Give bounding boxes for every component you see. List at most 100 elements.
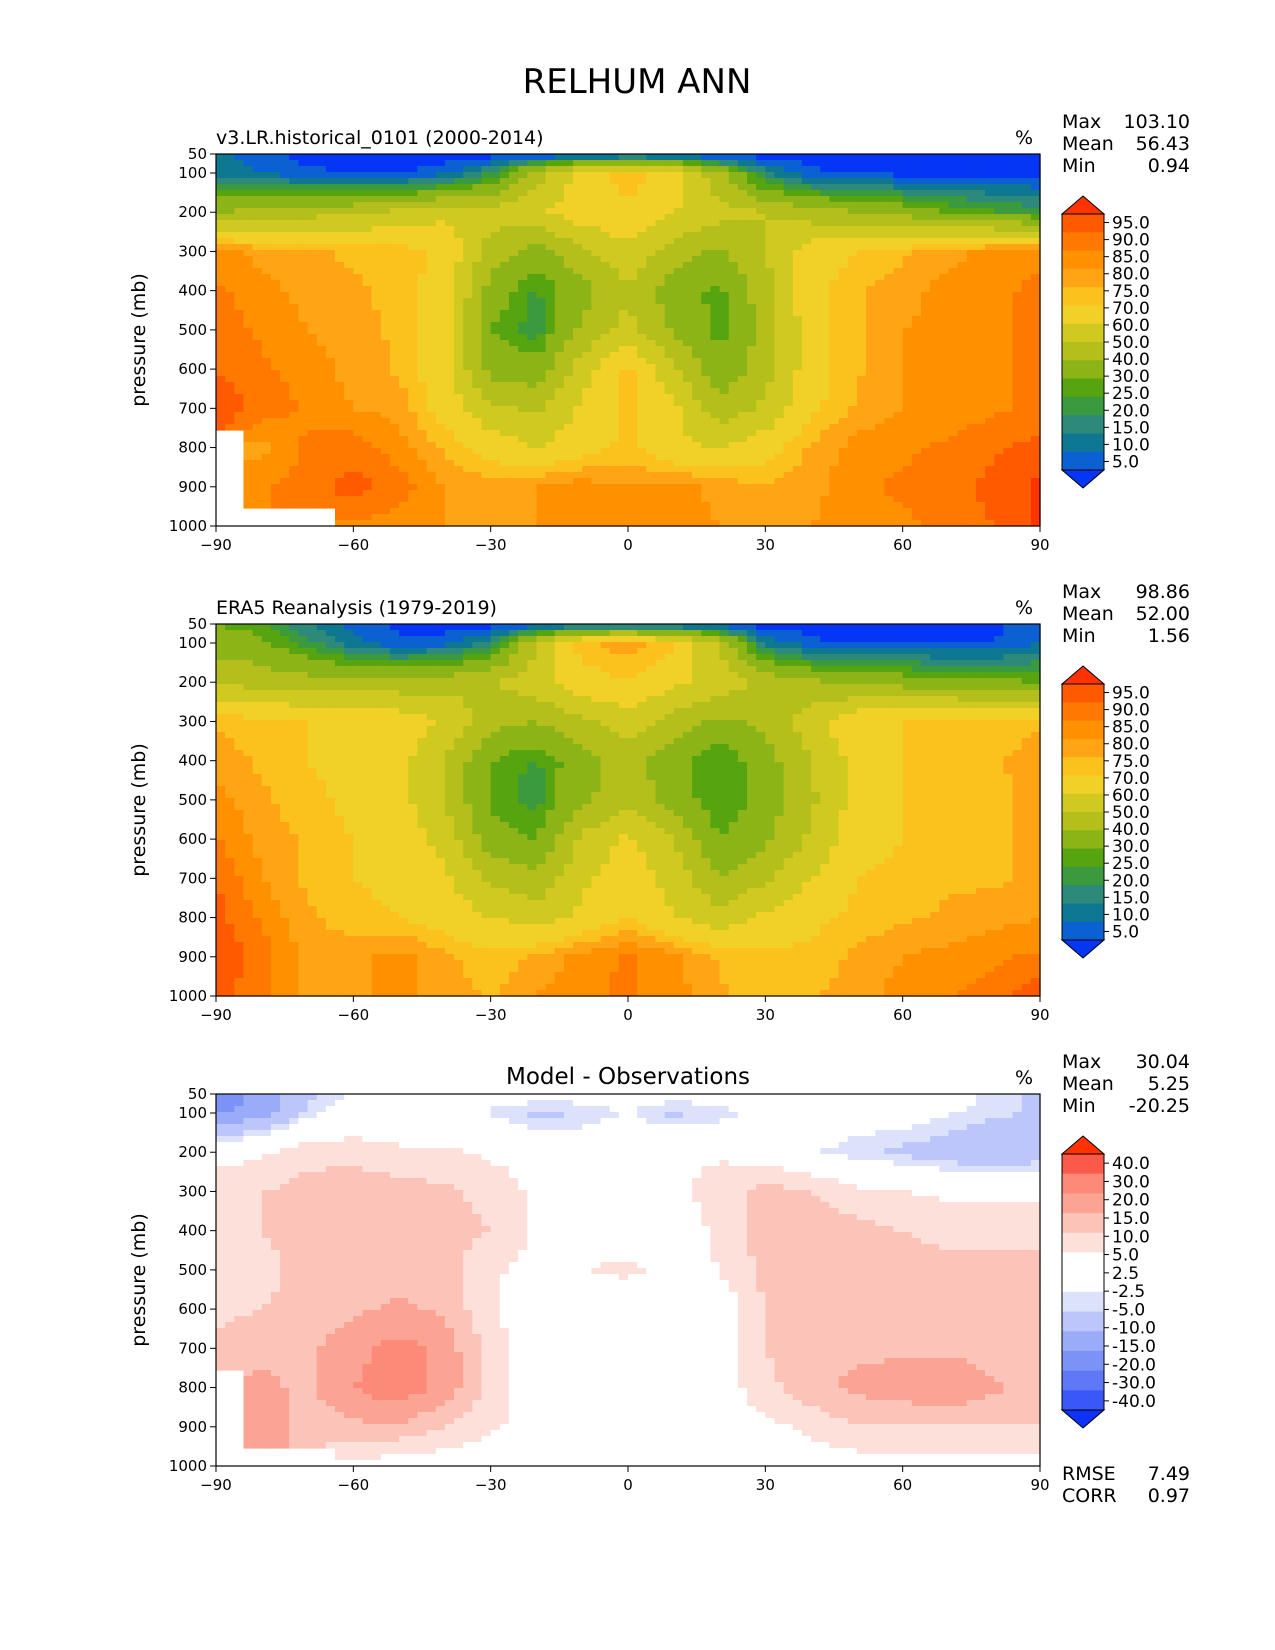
contour-cell <box>600 334 611 341</box>
contour-cell <box>316 172 327 179</box>
contour-cell <box>747 202 757 209</box>
contour-cell <box>289 412 299 419</box>
contour-cell <box>527 340 538 347</box>
contour-cell <box>1021 214 1032 221</box>
contour-cell <box>774 328 785 335</box>
contour-cell <box>902 280 913 287</box>
contour-cell <box>527 442 538 449</box>
contour-cell <box>252 232 263 239</box>
contour-cell <box>948 166 959 173</box>
contour-cell <box>792 322 803 329</box>
contour-cell <box>463 166 473 173</box>
contour-cell <box>866 394 876 401</box>
contour-cell <box>692 220 702 227</box>
contour-cell <box>270 430 281 437</box>
contour-cell <box>298 220 309 227</box>
contour-cell <box>728 382 739 389</box>
contour-cell <box>811 472 821 479</box>
contour-cell <box>985 442 995 449</box>
contour-cell <box>884 358 895 365</box>
contour-cell <box>847 208 858 215</box>
contour-cell <box>646 190 657 197</box>
contour-cell <box>1012 244 1023 251</box>
contour-cell <box>270 382 281 389</box>
contour-cell <box>353 190 364 197</box>
contour-cell <box>820 358 831 365</box>
contour-cell <box>975 370 986 377</box>
contour-cell <box>1003 262 1014 269</box>
contour-cell <box>289 340 299 347</box>
contour-cell <box>747 364 757 371</box>
contour-cell <box>307 382 318 389</box>
contour-cell <box>747 232 757 239</box>
contour-cell <box>756 442 766 449</box>
contour-cell <box>737 196 748 203</box>
contour-cell <box>1030 412 1041 419</box>
contour-cell <box>866 430 876 437</box>
contour-cell <box>270 352 281 359</box>
contour-cell <box>481 202 492 209</box>
contour-cell <box>344 310 354 317</box>
contour-cell <box>472 484 483 491</box>
contour-cell <box>582 334 592 341</box>
contour-cell <box>628 256 638 263</box>
contour-cell <box>719 214 730 221</box>
contour-cell <box>417 412 428 419</box>
contour-cell <box>1012 400 1023 407</box>
contour-cell <box>298 304 309 311</box>
contour-cell <box>747 178 757 185</box>
contour-cell <box>893 346 904 353</box>
contour-cell <box>792 214 803 221</box>
contour-cell <box>966 454 977 461</box>
contour-cell <box>765 298 776 305</box>
contour-cell <box>454 196 464 203</box>
contour-cell <box>737 184 748 191</box>
contour-cell <box>325 190 336 197</box>
contour-cell <box>939 172 950 179</box>
contour-cell <box>875 454 885 461</box>
contour-cell <box>344 460 354 467</box>
contour-cell <box>618 472 629 479</box>
contour-cell <box>920 346 931 353</box>
contour-cell <box>252 334 263 341</box>
contour-cell <box>609 214 620 221</box>
contour-cell <box>225 292 235 299</box>
contour-cell <box>573 388 583 395</box>
contour-cell <box>353 310 364 317</box>
contour-cell <box>893 178 904 185</box>
contour-cell <box>472 232 483 239</box>
contour-cell <box>499 436 510 443</box>
contour-cell <box>371 250 382 257</box>
contour-cell <box>353 442 364 449</box>
contour-cell <box>563 160 574 167</box>
contour-cell <box>325 388 336 395</box>
contour-cell <box>289 178 299 185</box>
contour-cell <box>811 178 821 185</box>
contour-cell <box>490 370 501 377</box>
contour-cell <box>948 262 959 269</box>
contour-cell <box>508 196 519 203</box>
contour-cell <box>948 448 959 455</box>
contour-cell <box>920 322 931 329</box>
contour-cell <box>710 484 721 491</box>
contour-cell <box>893 364 904 371</box>
contour-cell <box>325 292 336 299</box>
contour-cell <box>426 400 437 407</box>
contour-cell <box>783 196 794 203</box>
contour-cell <box>444 400 455 407</box>
contour-cell <box>536 400 547 407</box>
contour-cell <box>948 208 959 215</box>
contour-cell <box>701 412 711 419</box>
contour-cell <box>646 364 657 371</box>
contour-cell <box>911 418 922 425</box>
contour-cell <box>344 202 354 209</box>
contour-cell <box>646 214 657 221</box>
contour-cell <box>280 208 290 215</box>
contour-cell <box>920 406 931 413</box>
contour-cell <box>527 394 538 401</box>
contour-cell <box>985 478 995 485</box>
contour-cell <box>454 280 464 287</box>
contour-cell <box>902 424 913 431</box>
contour-cell <box>655 418 666 425</box>
contour-cell <box>618 208 629 215</box>
